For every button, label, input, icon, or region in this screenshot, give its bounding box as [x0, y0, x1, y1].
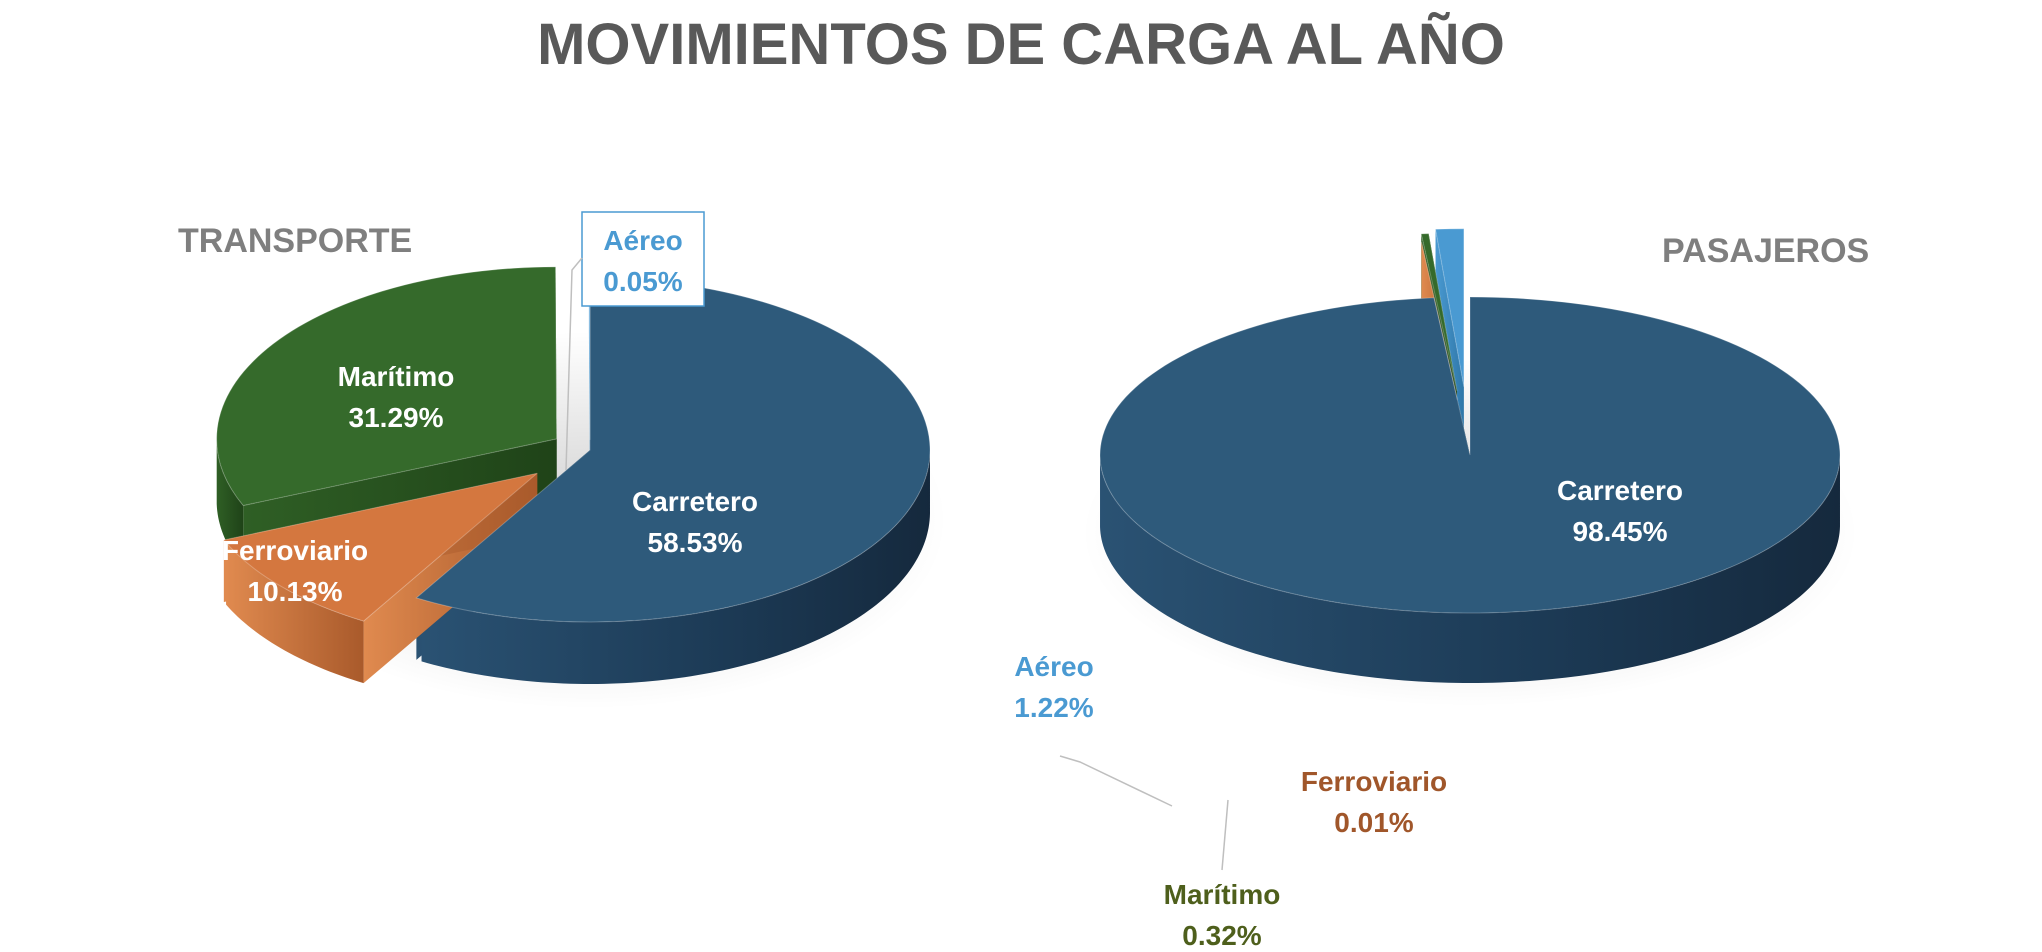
transporte-ferroviario-value: 10.13% — [248, 576, 343, 607]
pasajeros-ferroviario-value: 0.01% — [1334, 807, 1413, 838]
pasajeros-slice-carretero-side — [1100, 456, 1840, 683]
pasajeros-aereo-value: 1.22% — [1014, 692, 1093, 723]
pasajeros-aereo-name: Aéreo — [1014, 651, 1093, 682]
pie-chart-pasajeros — [1081, 228, 1859, 707]
pasajeros-aereo-leader-line — [1059, 755, 1173, 807]
pasajeros-maritimo-name: Marítimo — [1164, 879, 1281, 910]
pasajeros-maritimo-value: 0.32% — [1182, 920, 1261, 951]
pasajeros-slice-carretero-top — [1099, 296, 1841, 614]
transporte-slice-maritimo-top — [216, 266, 558, 507]
pasajeros-maritimo-leader-line — [1221, 799, 1229, 871]
chart-title-transporte: TRANSPORTE — [178, 222, 412, 260]
transporte-aereo-value: 0.05% — [603, 266, 682, 297]
main-title: MOVIMIENTOS DE CARGA AL AÑO — [537, 12, 1505, 77]
transporte-slice-aereo-wall-0 — [588, 267, 590, 502]
transporte-slice-ferroviario-top — [222, 472, 538, 622]
pasajeros-carretero-name: Carretero — [1557, 475, 1683, 506]
pie-chart-transporte — [216, 266, 947, 710]
pasajeros-slice-aereo-top — [1434, 228, 1465, 387]
transporte-slice-carretero-top — [415, 277, 931, 623]
transporte-aereo-leader-line — [565, 257, 583, 471]
transporte-slice-aereo — [588, 267, 590, 502]
transporte-carretero-name: Carretero — [632, 486, 758, 517]
transporte-slice-maritimo-side — [216, 441, 244, 568]
aereo-label-box — [581, 211, 705, 307]
pasajeros-ferroviario-name: Ferroviario — [1301, 766, 1447, 797]
transporte-carretero-value: 58.53% — [648, 527, 743, 558]
chart-title-pasajeros: PASAJEROS — [1662, 232, 1869, 270]
transporte-slice-ferroviario-side — [226, 542, 364, 684]
pasajeros-slice-ferroviario-top — [1420, 241, 1458, 400]
transporte-slice-carretero-side — [421, 451, 930, 684]
transporte-maritimo-value: 31.29% — [349, 402, 444, 433]
pasajeros-carretero-value: 98.45% — [1573, 516, 1668, 547]
transporte-ferroviario-name: Ferroviario — [222, 535, 368, 566]
transporte-aereo-name: Aéreo — [603, 225, 682, 256]
pasajeros-slice-maritimo-top — [1420, 233, 1458, 392]
transporte-maritimo-name: Marítimo — [338, 361, 455, 392]
